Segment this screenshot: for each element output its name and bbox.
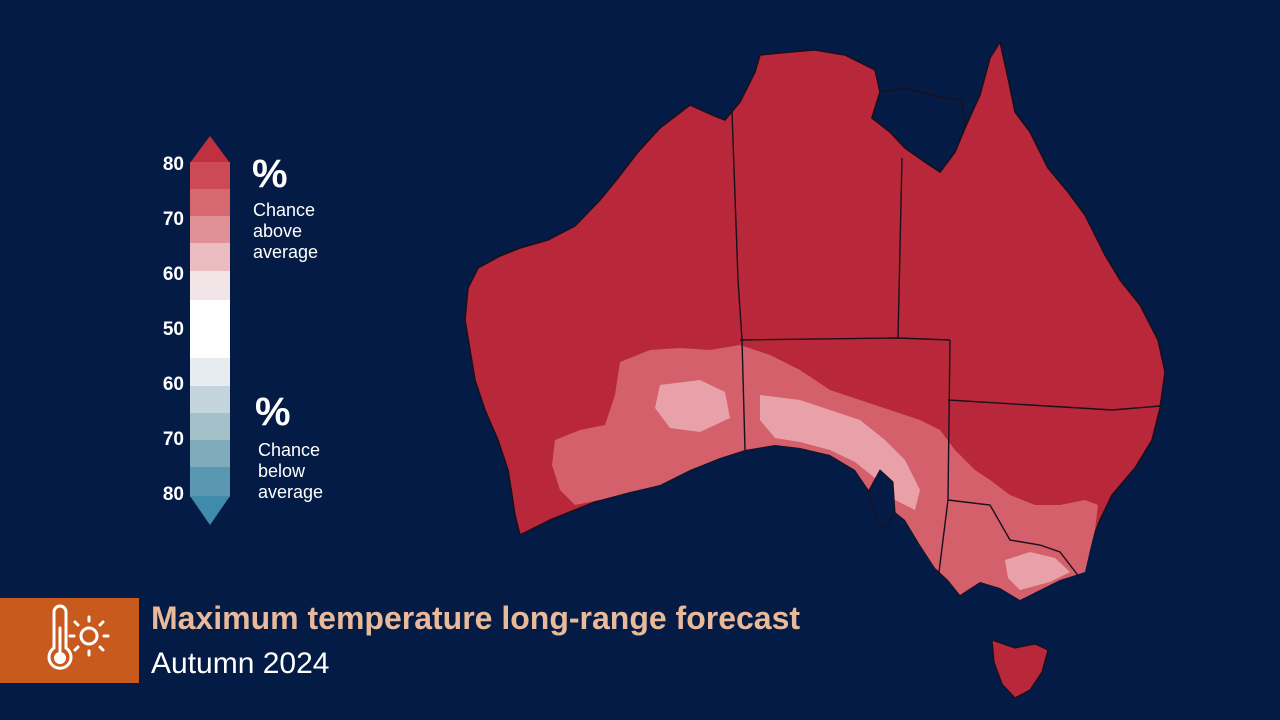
australia-map — [464, 41, 1166, 699]
colorbar-step-blue-75 — [190, 440, 230, 468]
below-average-label: Chance below average — [258, 440, 324, 502]
colorbar-step-blue-80 — [190, 467, 230, 497]
below-percent-symbol: % — [255, 390, 291, 434]
tick-label-below-80: 80 — [162, 484, 184, 505]
colorbar-step-red-75 — [190, 189, 230, 217]
colorbar-step-red-60 — [190, 271, 230, 301]
legend: 80 70 60 50 60 70 80 % Chance above aver… — [150, 130, 370, 530]
forecast-season: Autumn 2024 — [151, 647, 330, 680]
border-qld-nsw — [947, 399, 1161, 411]
tasmania — [991, 639, 1049, 699]
above-percent-symbol: % — [252, 152, 288, 196]
tick-label-below-60: 60 — [162, 374, 184, 395]
tick-label-50: 50 — [162, 319, 184, 340]
tick-label-above-80: 80 — [162, 154, 184, 175]
border-nsw-vic — [947, 499, 1081, 579]
tick-label-below-70: 70 — [162, 429, 184, 450]
colorbar — [190, 136, 230, 525]
tick-label-above-70: 70 — [162, 209, 184, 230]
border-wa — [731, 111, 746, 451]
colorbar-step-blue-65 — [190, 386, 230, 414]
lightest-probability-patch-wa — [655, 380, 730, 432]
colorbar-bottom-arrow — [190, 496, 230, 525]
tick-label-above-60: 60 — [162, 264, 184, 285]
colorbar-step-neutral — [190, 300, 230, 359]
colorbar-step-red-70 — [190, 216, 230, 244]
above-average-label: Chance above average — [253, 200, 319, 262]
forecast-title: Maximum temperature long-range forecast — [151, 600, 801, 636]
colorbar-step-blue-70 — [190, 413, 230, 441]
spencer-gulf — [867, 469, 896, 531]
forecast-icon-box — [0, 598, 139, 683]
thermometer-sun-icon — [47, 604, 110, 670]
colorbar-step-blue-60 — [190, 358, 230, 387]
colorbar-step-red-80 — [190, 162, 230, 190]
lightest-probability-patch-vic — [1005, 552, 1070, 590]
colorbar-step-red-65 — [190, 243, 230, 272]
border-nt-qld — [897, 157, 903, 339]
gulf-of-carpentaria — [871, 87, 966, 174]
state-borders — [731, 111, 1161, 581]
colorbar-top-arrow — [190, 136, 230, 163]
